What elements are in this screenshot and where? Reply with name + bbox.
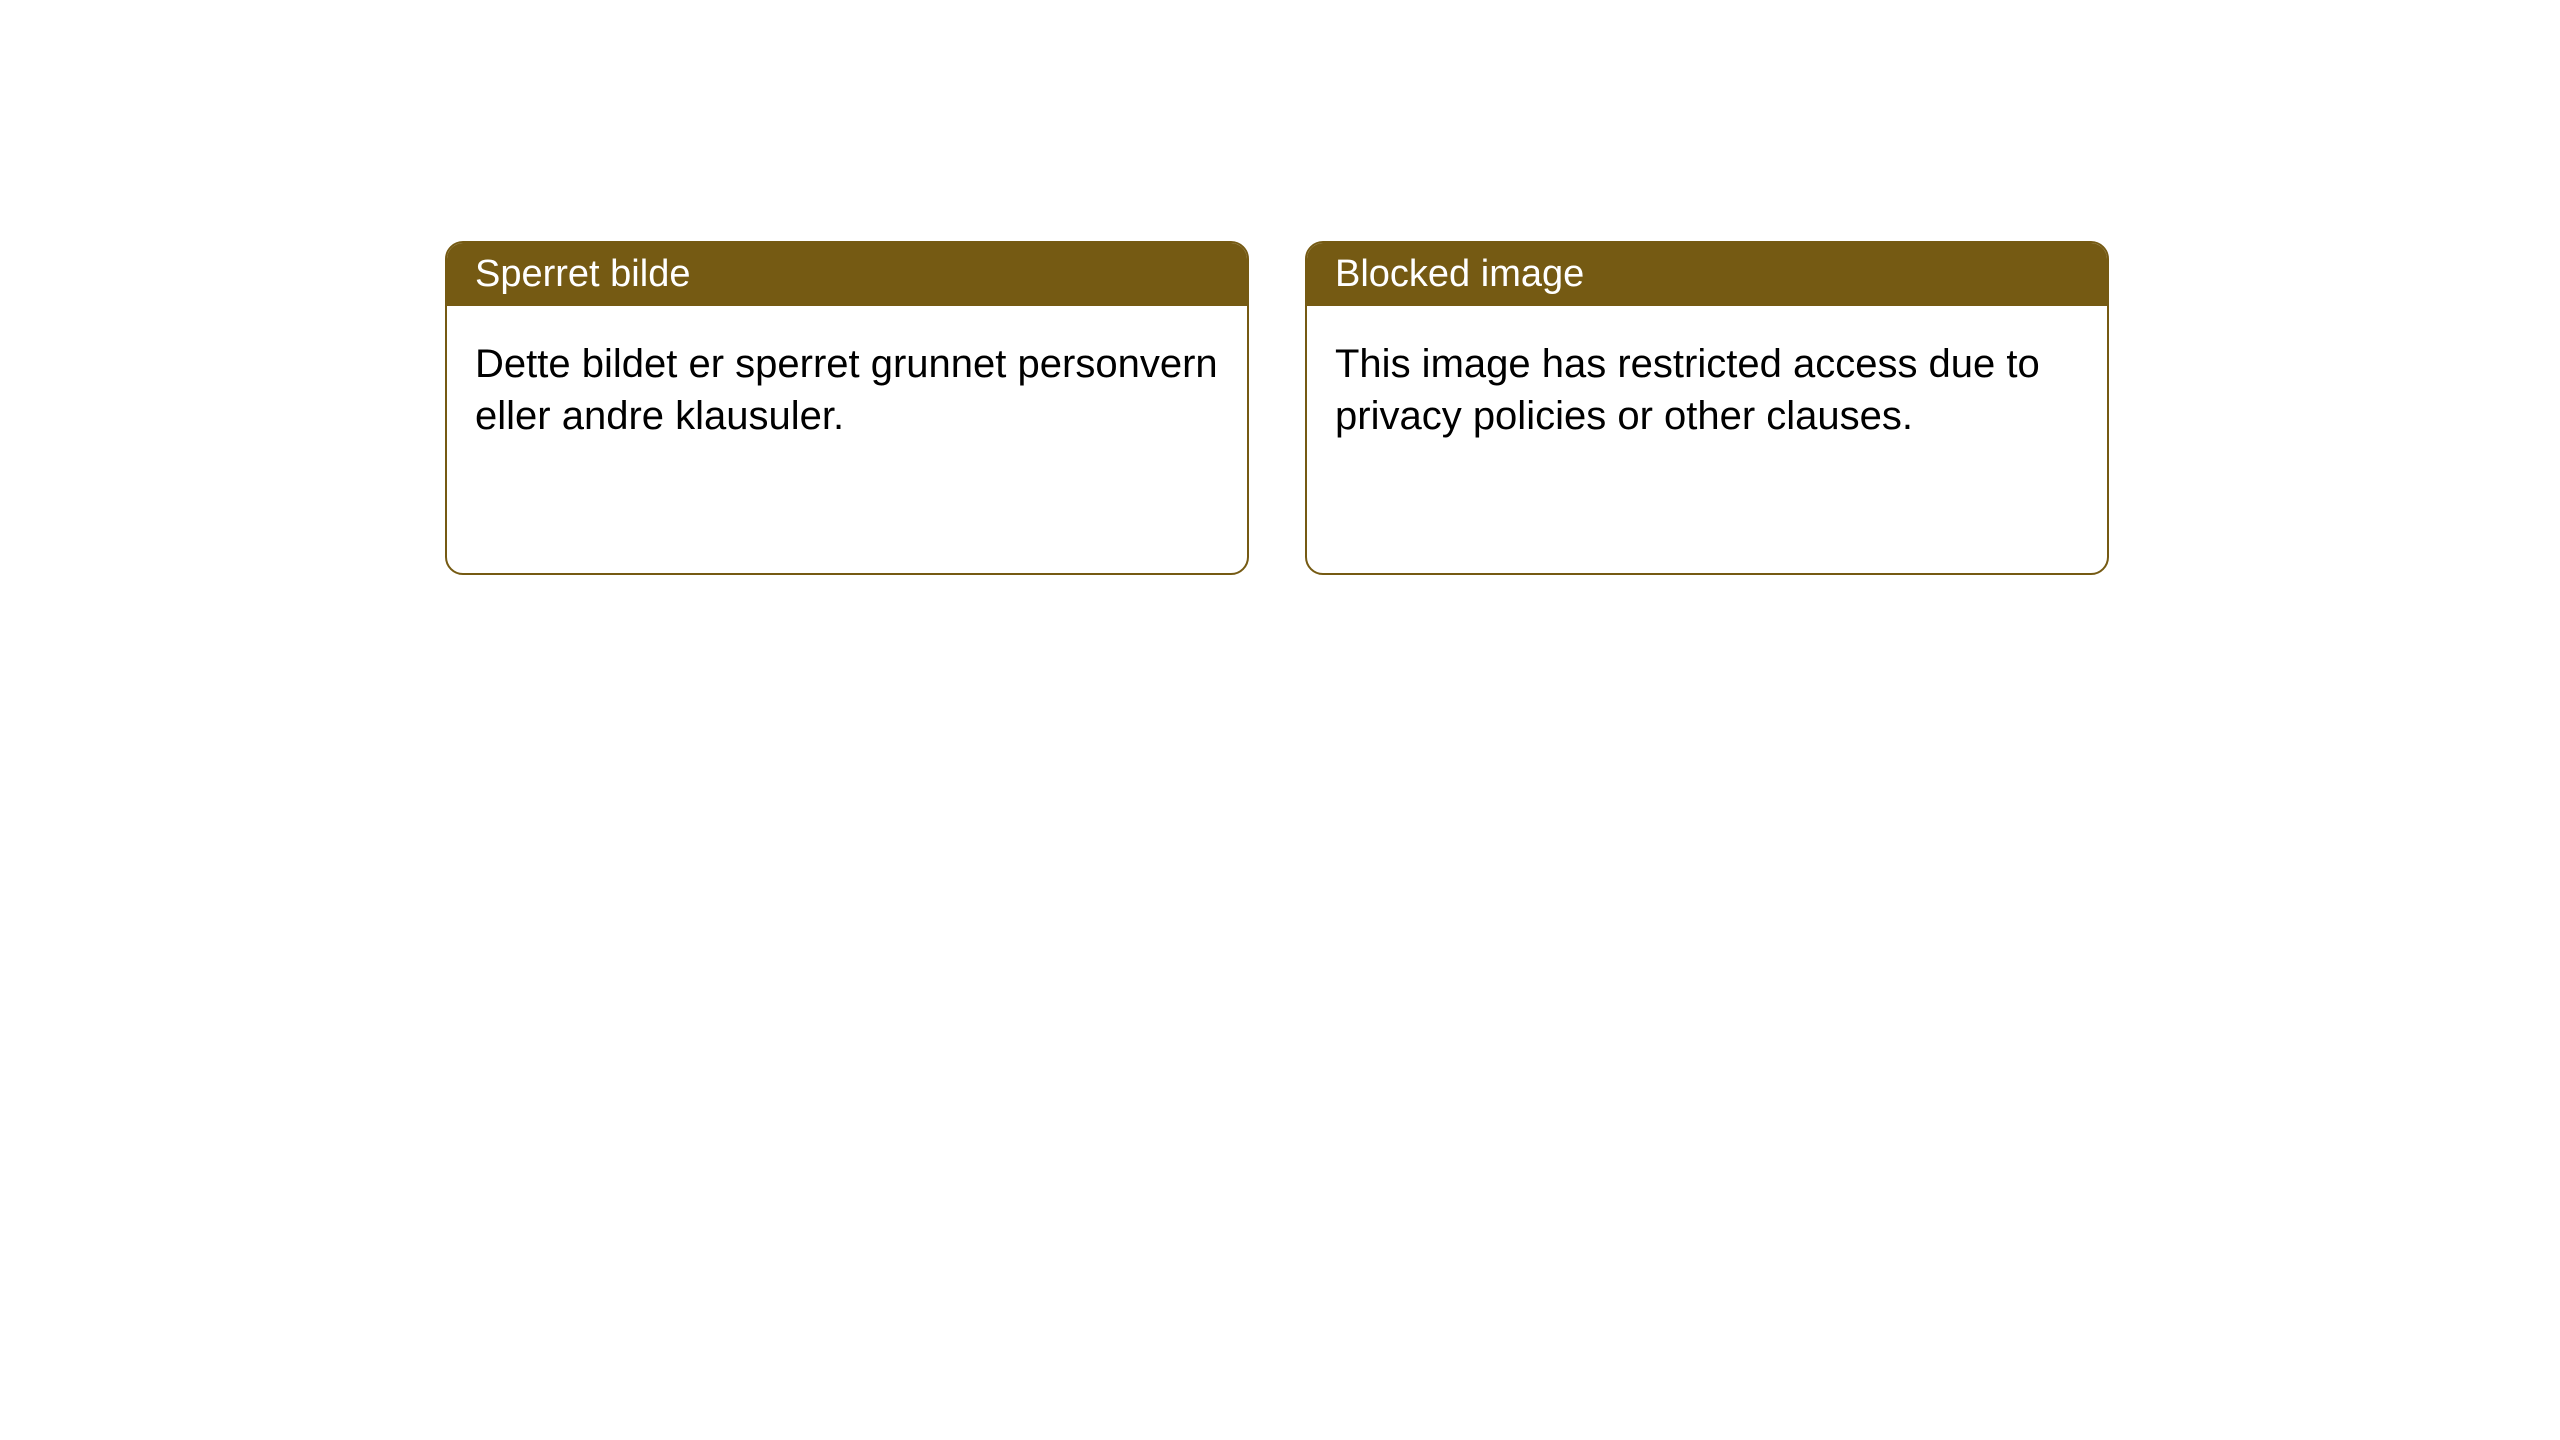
notice-container: Sperret bilde Dette bildet er sperret gr… (0, 0, 2560, 575)
card-title-no: Sperret bilde (475, 253, 690, 295)
card-message-en: This image has restricted access due to … (1335, 342, 2040, 438)
blocked-image-card-no: Sperret bilde Dette bildet er sperret gr… (445, 241, 1249, 575)
card-title-en: Blocked image (1335, 253, 1584, 295)
card-header-en: Blocked image (1307, 243, 2107, 306)
card-body-no: Dette bildet er sperret grunnet personve… (447, 306, 1247, 474)
card-message-no: Dette bildet er sperret grunnet personve… (475, 342, 1218, 438)
card-body-en: This image has restricted access due to … (1307, 306, 2107, 474)
blocked-image-card-en: Blocked image This image has restricted … (1305, 241, 2109, 575)
card-header-no: Sperret bilde (447, 243, 1247, 306)
